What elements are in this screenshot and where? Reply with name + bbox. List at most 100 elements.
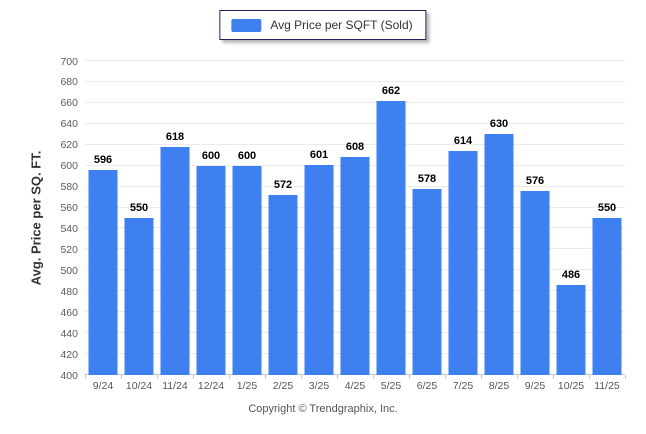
bar xyxy=(340,157,370,375)
bar-value-label: 662 xyxy=(381,84,401,97)
bar-slot: 608 xyxy=(337,61,373,375)
bar xyxy=(160,146,190,375)
x-tick-label: 6/25 xyxy=(416,380,438,392)
bar-value-label: 572 xyxy=(273,178,293,191)
bar-slot: 618 xyxy=(157,61,193,375)
x-tick-label: 2/25 xyxy=(272,380,294,392)
y-tick-label: 460 xyxy=(60,306,78,319)
bar-value-label: 576 xyxy=(525,174,545,187)
x-tick xyxy=(589,375,590,379)
gridline xyxy=(85,122,625,124)
bar xyxy=(448,151,478,375)
bar-slot: 600 xyxy=(193,61,229,375)
bar xyxy=(412,188,442,375)
gridline xyxy=(85,143,625,145)
y-axis-tick-labels: 400 420 440 460 480 500 520 540 560 580 600 620 640 6… xyxy=(0,56,78,382)
x-tick-label: 1/25 xyxy=(236,380,258,392)
x-tick-label: 10/25 xyxy=(557,380,585,392)
copyright-text: Copyright © Trendgraphix, Inc. xyxy=(248,403,398,415)
y-tick-label: 520 xyxy=(60,243,78,256)
x-tick-label: 4/25 xyxy=(344,380,366,392)
y-tick-label: 400 xyxy=(60,369,78,382)
x-tick xyxy=(301,375,302,379)
y-tick-label: 680 xyxy=(60,76,78,89)
x-tick-label: 7/25 xyxy=(452,380,474,392)
legend-box: Avg Price per SQFT (Sold) xyxy=(219,10,427,40)
y-tick-label: 660 xyxy=(60,97,78,110)
x-tick xyxy=(85,375,86,379)
bar-slot: 576 xyxy=(517,61,553,375)
x-tick xyxy=(229,375,230,379)
y-tick-label: 440 xyxy=(60,327,78,340)
bar xyxy=(124,218,154,375)
bar-slot: 596 xyxy=(85,61,121,375)
x-tick-label: 11/24 xyxy=(162,380,188,392)
x-tick-label: 9/24 xyxy=(92,380,114,392)
bar xyxy=(88,169,118,375)
bar xyxy=(484,134,514,375)
x-tick xyxy=(553,375,554,379)
x-tick-label: 11/25 xyxy=(594,380,620,392)
y-tick-label: 600 xyxy=(60,160,78,173)
bar xyxy=(304,164,334,375)
bar-value-label: 608 xyxy=(345,141,365,154)
bar-value-label: 600 xyxy=(201,149,221,162)
bar-slot: 550 xyxy=(121,61,157,375)
x-tick xyxy=(193,375,194,379)
bar-slot: 601 xyxy=(301,61,337,375)
bar xyxy=(592,218,622,375)
x-tick xyxy=(121,375,122,379)
x-tick-label: 3/25 xyxy=(308,380,330,392)
gridline xyxy=(85,101,625,103)
bar-value-label: 630 xyxy=(489,118,509,131)
x-axis-ticks xyxy=(85,375,626,380)
bar-slot: 578 xyxy=(409,61,445,375)
y-tick-label: 480 xyxy=(60,285,78,298)
x-tick xyxy=(265,375,266,379)
x-tick xyxy=(625,375,626,379)
bar-slot: 600 xyxy=(229,61,265,375)
gridline xyxy=(85,60,625,61)
x-tick-label: 5/25 xyxy=(380,380,402,392)
bar-value-label: 550 xyxy=(597,202,617,214)
x-axis-tick-labels: 9/24 10/24 11/24 12/24 1/25 2/25 3/25 4/25 5/25 6… xyxy=(85,380,625,392)
x-tick xyxy=(373,375,374,379)
bar-value-label: 578 xyxy=(417,172,437,185)
y-tick-label: 500 xyxy=(60,264,78,277)
bar-series: 596 550 618 600 600 572 601 608 662 578 614 630 576 4… xyxy=(85,61,625,375)
bar xyxy=(196,165,226,375)
x-tick xyxy=(409,375,410,379)
bar-slot: 614 xyxy=(445,61,481,375)
bar-slot: 662 xyxy=(373,61,409,375)
x-tick xyxy=(481,375,482,379)
bar-slot: 572 xyxy=(265,61,301,375)
x-tick xyxy=(157,375,158,379)
gridline xyxy=(85,80,625,82)
bar-slot: 630 xyxy=(481,61,517,375)
bar xyxy=(376,100,406,375)
y-tick-label: 700 xyxy=(60,55,78,68)
bar-value-label: 618 xyxy=(165,130,185,143)
x-tick xyxy=(445,375,446,379)
bar-value-label: 486 xyxy=(561,269,581,281)
bar-value-label: 601 xyxy=(309,148,329,161)
x-tick-label: 10/24 xyxy=(125,380,153,392)
x-tick xyxy=(337,375,338,379)
y-tick-label: 580 xyxy=(60,181,78,194)
legend-swatch-blue xyxy=(231,18,262,32)
bar-value-label: 596 xyxy=(93,153,113,166)
bar xyxy=(232,165,262,375)
bar xyxy=(520,190,550,375)
bar-slot: 550 xyxy=(589,61,625,375)
bar-value-label: 614 xyxy=(453,135,473,148)
y-tick-label: 560 xyxy=(60,202,78,215)
x-tick-label: 9/25 xyxy=(524,380,546,392)
x-tick-label: 8/25 xyxy=(488,380,510,392)
y-tick-label: 620 xyxy=(60,139,78,152)
bar xyxy=(268,194,298,375)
y-tick-label: 420 xyxy=(60,348,78,361)
legend-series-label: Avg Price per SQFT (Sold) xyxy=(270,18,413,32)
bar-value-label: 550 xyxy=(129,202,149,214)
bar-slot: 486 xyxy=(553,61,589,375)
